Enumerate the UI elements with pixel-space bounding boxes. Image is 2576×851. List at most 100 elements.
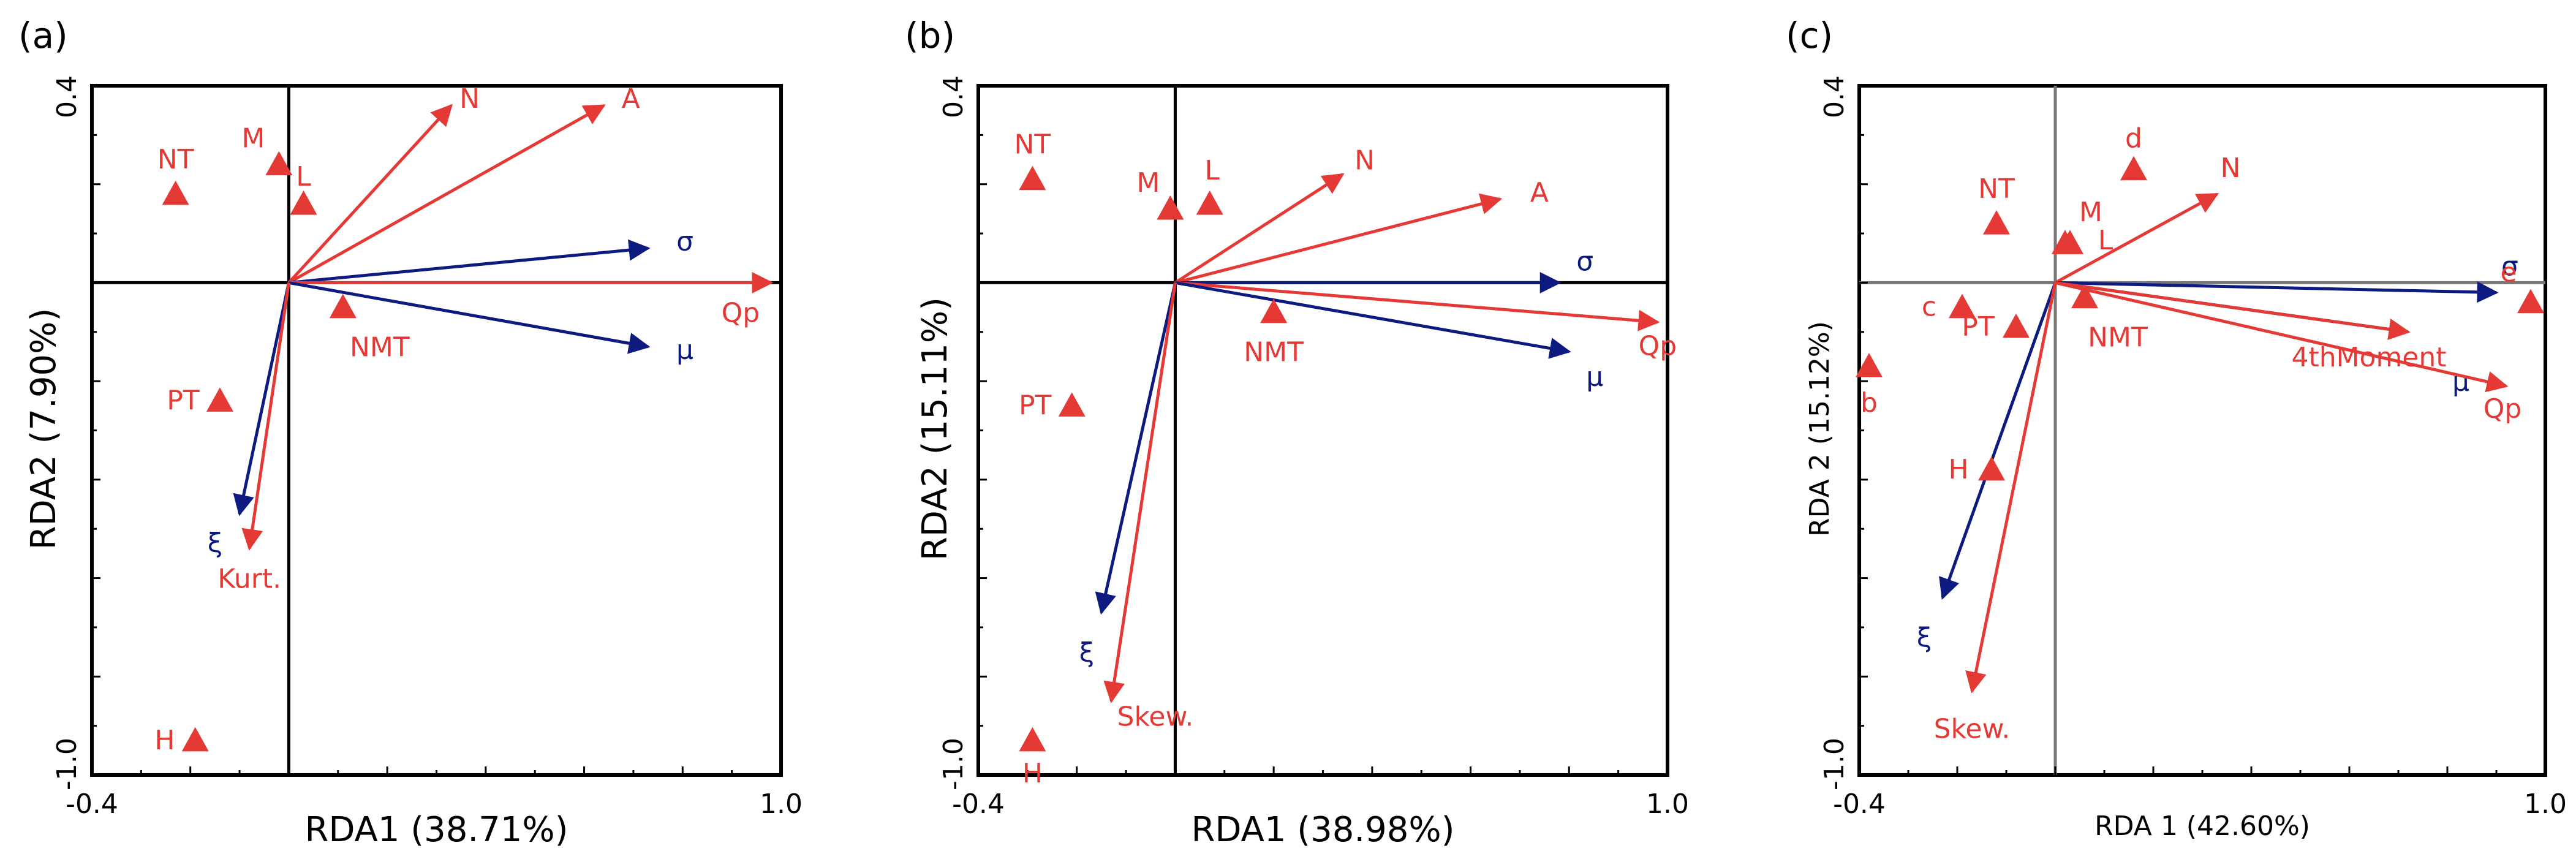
vector-4thmoment: [2055, 281, 2411, 340]
site-point-l: [2057, 230, 2083, 254]
y-axis-title: RDA2 (7.90%): [24, 308, 64, 550]
site-point-h: [1019, 727, 1046, 752]
vector-mu: [1174, 281, 1571, 359]
vector-label-xi: ξ: [208, 528, 223, 559]
site-label-nt: NT: [1014, 129, 1051, 161]
vector-label-mu: μ: [676, 335, 693, 366]
vector-label-sigma: σ: [676, 226, 693, 257]
vector-label-qp: Qp: [1639, 331, 1677, 362]
site-point-m: [1157, 195, 1184, 220]
vector-n: [2054, 192, 2219, 284]
site-label-e: e: [2500, 257, 2517, 289]
site-point-pt: [1058, 392, 1086, 417]
site-point-d: [2120, 156, 2147, 181]
site-point-m: [265, 151, 293, 176]
site-point-nt: [1983, 210, 2010, 235]
y-tick-label: 0.4: [51, 75, 83, 118]
y-tick-label: -1.0: [1819, 738, 1850, 790]
vector-label-skew: Skew.: [1934, 713, 2011, 744]
vector-label-mu: μ: [1586, 361, 1603, 393]
site-point-c: [1949, 293, 1976, 319]
site-point-b: [1856, 353, 1883, 377]
vector-label-qp: Qp: [2483, 393, 2522, 425]
site-point-h: [181, 727, 209, 752]
site-point-nmt: [1260, 298, 1288, 323]
site-label-nmt: NMT: [1244, 337, 1304, 368]
rda-panel-b: (b) -0.4 1.0 0.4 -1.0 RDA1 (38.98%) RDA2 (15.1…: [905, 15, 1689, 850]
site-point-nt: [162, 180, 189, 205]
vector-a: [288, 104, 606, 284]
vector-label-sigma: σ: [1576, 246, 1593, 277]
vector-label-a: A: [1530, 177, 1549, 208]
x-tick-label: 1.0: [1646, 789, 1689, 820]
x-tick-label: 1.0: [760, 789, 803, 820]
vector-xi: [1939, 282, 2057, 600]
panel-label: (a): [18, 15, 68, 56]
site-point-e: [2517, 289, 2544, 314]
plot-frame: [976, 84, 1669, 777]
site-label-nt: NT: [157, 144, 194, 175]
site-label-m: M: [1136, 167, 1160, 199]
site-label-h: H: [154, 725, 175, 756]
y-tick-label: 0.4: [938, 75, 969, 118]
site-label-d: d: [2125, 123, 2142, 154]
site-label-c: c: [1922, 292, 1936, 323]
site-label-m: M: [241, 123, 265, 154]
site-label-pt: PT: [167, 385, 200, 416]
vector-n: [1174, 173, 1345, 284]
vector-skew: [1103, 282, 1177, 703]
site-label-pt: PT: [1019, 390, 1052, 421]
y-tick-label: -1.0: [938, 738, 969, 790]
y-axis-title: RDA 2 (15.12%): [1804, 321, 1835, 537]
y-axis-title: RDA2 (15.11%): [915, 297, 955, 561]
vector-a: [1174, 193, 1503, 284]
vector-label-n: N: [2221, 153, 2241, 184]
site-label-nmt: NMT: [350, 332, 410, 363]
x-tick-label: -0.4: [66, 789, 118, 820]
site-point-l: [290, 190, 317, 215]
vector-label-n: N: [459, 83, 480, 115]
x-axis-title: RDA1 (38.71%): [304, 810, 568, 850]
site-label-h: H: [1948, 454, 1968, 485]
plot-frame: [90, 84, 783, 777]
vector-kurt: [241, 282, 290, 551]
site-label-nmt: NMT: [2088, 322, 2148, 354]
site-label-nt: NT: [1978, 173, 2015, 205]
vector-n: [287, 104, 453, 284]
vector-mu: [288, 281, 651, 354]
vector-sigma: [289, 239, 651, 284]
site-point-l: [1196, 190, 1223, 215]
site-label-m: M: [2079, 197, 2102, 228]
y-tick-label: 0.4: [1819, 75, 1850, 118]
vector-label-sigma: σ: [2501, 251, 2518, 282]
site-label-l: L: [296, 161, 311, 192]
site-point-nmt: [329, 293, 357, 319]
vector-label-xi: ξ: [1917, 622, 1932, 654]
site-point-pt: [2003, 313, 2030, 338]
site-label-pt: PT: [1962, 311, 1995, 342]
vector-label-4thmoment: 4thMoment: [2291, 342, 2446, 373]
site-label-b: b: [1860, 387, 1878, 418]
x-axis-title: RDA 1 (42.60%): [2094, 811, 2310, 842]
vector-label-kurt: Kurt.: [217, 563, 281, 594]
x-tick-label: 1.0: [2524, 789, 2567, 820]
x-tick-label: -0.4: [952, 789, 1005, 820]
site-label-l: L: [2098, 225, 2113, 256]
vector-sigma: [2055, 281, 2499, 303]
vector-label-skew: Skew.: [1117, 701, 1194, 732]
vector-label-xi: ξ: [1079, 637, 1095, 668]
vector-qp: [1175, 281, 1660, 331]
rda-panel-c: (c) -0.4 1.0 0.4 -1.0 RDA 1 (42.60%) RDA 2 (15…: [1786, 15, 2567, 842]
vector-xi: [233, 282, 290, 516]
panel-label: (c): [1786, 15, 1833, 56]
rda-panel-a: (a) -0.4 1.0 0.4 -1.0 RDA1 (38.71%) RDA2 (7.90…: [18, 15, 803, 850]
site-point-nt: [1019, 165, 1046, 191]
vector-skew: [1965, 282, 2057, 694]
y-tick-label: -1.0: [51, 738, 83, 790]
vector-label-mu: μ: [2452, 366, 2469, 398]
plot-frame: [1857, 84, 2547, 777]
panel-label: (b): [905, 15, 955, 56]
x-tick-label: -0.4: [1833, 789, 1886, 820]
vector-label-qp: Qp: [722, 297, 760, 328]
